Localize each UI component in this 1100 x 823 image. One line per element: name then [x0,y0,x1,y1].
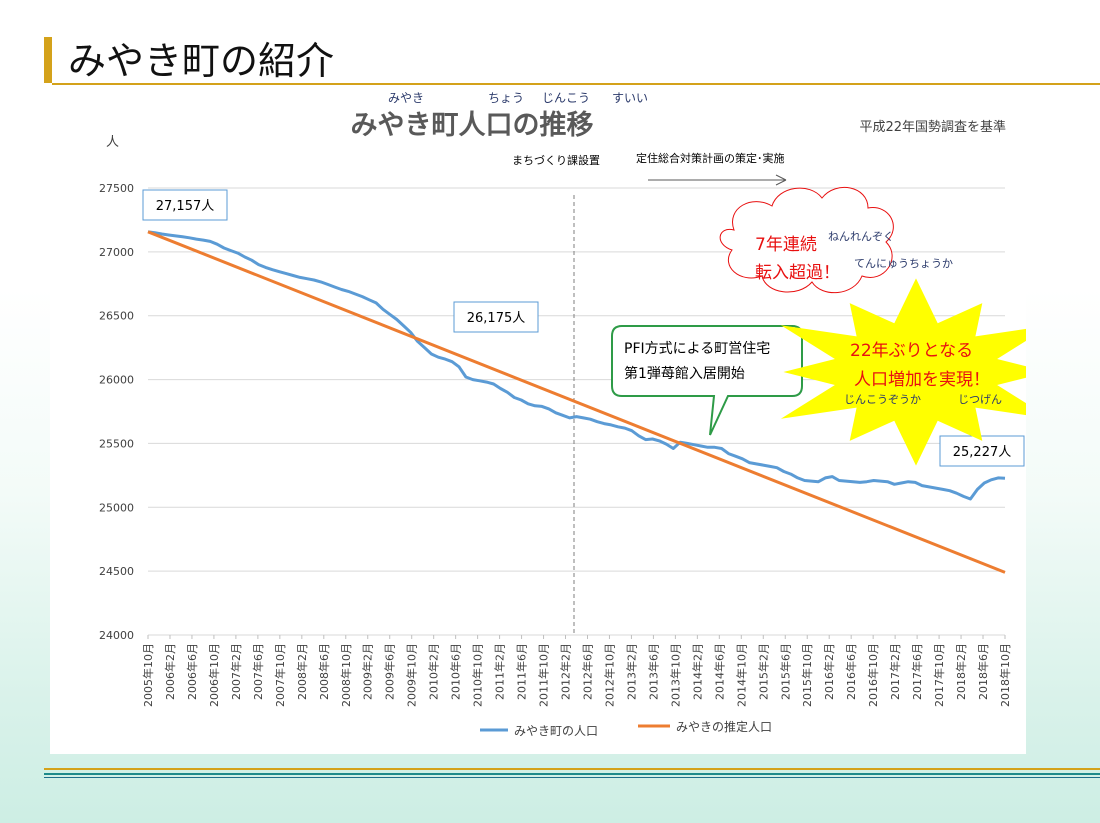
start-value-label-box [142,189,228,221]
y-tick-label: 24500 [99,565,134,578]
x-tick-label: 2007年6月 [251,643,265,700]
population-chart: 24000 24500 25000 25500 26000 26500 27000 27500… [99,91,1026,738]
x-tick-label: 2009年10月 [405,643,419,707]
footer-rule-gold [44,768,1100,770]
x-tick-label: 2006年6月 [185,643,199,700]
y-tick-label: 26000 [99,374,134,387]
actual-population-line [147,230,1006,501]
x-tick-label: 2013年2月 [624,643,638,700]
x-tick-label: 2014年10月 [734,643,748,707]
chart-title-ruby: すいい [612,91,648,105]
x-tick-label: 2012年6月 [580,643,594,700]
x-tick-label: 2010年10月 [471,643,485,707]
x-tick-label: 2018年10月 [998,643,1012,707]
chart-title: みやき町人口の推移 [351,110,594,141]
cloud-text: 転入超過！ [755,263,840,283]
y-tick-label: 27000 [99,246,134,259]
x-tick-label: 2016年10月 [866,643,880,707]
chart-title-ruby: ちょう [488,91,524,105]
x-tick-label: 2013年10月 [668,643,682,707]
cloud-ruby: ねんれんぞく [828,230,894,243]
x-tick-label: 2014年2月 [690,643,704,700]
y-axis-label: 人 [106,135,119,150]
x-tick-label: 2007年2月 [229,643,243,700]
burst-ruby: じつげん [958,393,1002,406]
x-tick-label: 2017年6月 [910,643,924,700]
x-tick-label: 2008年10月 [339,643,353,707]
x-tick-label: 2010年2月 [427,643,441,700]
x-tick-label: 2005年10月 [141,643,155,707]
pfi-callout-text: 第1弾苺館入居開始 [624,365,745,382]
x-tick-label: 2008年6月 [317,643,331,700]
title-accent-bar [44,37,52,83]
x-tick-label: 2015年6月 [778,643,792,700]
mid-value-label: 26,175人 [467,311,526,326]
x-tick-label: 2015年2月 [756,643,770,700]
x-tick-label: 2009年2月 [361,643,375,700]
estimated-population-line [147,230,1006,574]
y-tick-label: 26500 [99,310,134,323]
chart-panel: 24000 24500 25000 25500 26000 26500 27000 27500… [50,90,1026,754]
burst-text: 22年ぶりとなる [850,341,973,361]
y-tick-label: 24000 [99,629,134,642]
cloud-ruby: てんにゅうちょうか [854,257,953,270]
x-tick-label: 2014年6月 [712,643,726,700]
burst-shape [780,278,1026,466]
x-tick-label: 2017年10月 [932,643,946,707]
footer-rule-teal [44,773,1100,775]
legend-label-estimated: みやきの推定人口 [676,719,772,734]
title-rule [52,83,1100,85]
x-tick-label: 2018年2月 [954,643,968,700]
start-value-label: 27,157人 [156,199,215,214]
chart-subtitle: 平成22年国勢調査を基準 [859,119,1006,135]
mid-value-label-box [453,301,539,333]
cloud-callout [719,187,894,294]
y-tick-label: 25500 [99,437,134,450]
event-label: 定住総合対策計画の策定･実施 [636,151,785,165]
x-tick-label: 2018年6月 [976,643,990,700]
x-tick-label: 2009年6月 [383,643,397,700]
x-tick-label: 2008年2月 [295,643,309,700]
slide-title: みやき町の紹介 [68,39,335,83]
x-tick-label: 2011年2月 [493,643,507,700]
pfi-callout-text: PFI方式による町営住宅 [624,341,770,357]
footer-rule-blue [44,777,1100,778]
cloud-text: 7年連続 [755,235,817,255]
event-arrow-head [775,174,787,186]
x-tick-label: 2006年2月 [163,643,177,700]
x-tick-label: 2006年10月 [207,643,221,707]
chart-title-ruby: じんこう [542,91,590,105]
event-label: まちづくり課設置 [512,153,600,167]
x-tick-label: 2012年2月 [559,643,573,700]
x-tick-label: 2007年10月 [273,643,287,707]
x-tick-label: 2012年10月 [602,643,616,707]
x-tick-label: 2016年6月 [844,643,858,700]
burst-ruby: じんこうぞうか [844,393,921,406]
burst-text: 人口増加を実現！ [854,370,990,390]
x-tick-label: 2017年2月 [888,643,902,700]
x-tick-label: 2010年6月 [449,643,463,700]
end-value-label-box [939,435,1025,467]
x-tick-label: 2011年6月 [515,643,529,700]
x-tick-label: 2015年10月 [800,643,814,707]
x-tick-label: 2016年2月 [822,643,836,700]
end-value-label: 25,227人 [953,445,1012,460]
legend-label-actual: みやき町の人口 [514,724,598,738]
y-tick-label: 25000 [99,501,134,514]
y-tick-label: 27500 [99,182,134,195]
chart-title-ruby: みやき [388,91,424,105]
x-tick-label: 2011年10月 [537,643,551,707]
x-tick-label: 2013年6月 [646,643,660,700]
